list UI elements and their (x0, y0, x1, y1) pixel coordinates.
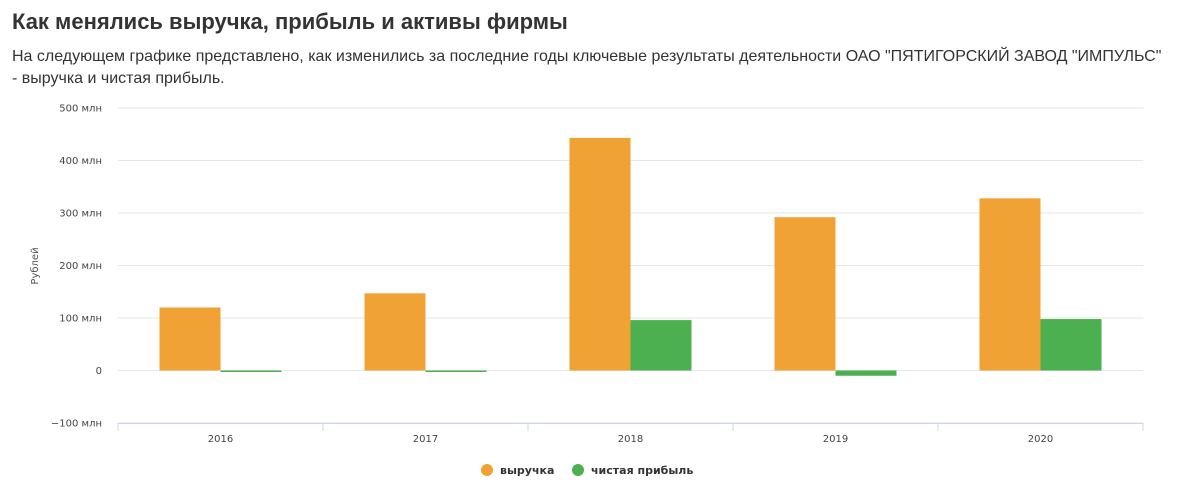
x-tick-label: 2018 (618, 434, 643, 445)
net-profit-bar (1040, 319, 1102, 371)
revenue-bar (979, 198, 1041, 371)
revenue-bar (364, 293, 426, 371)
revenue-bar (569, 137, 631, 371)
y-tick-label: 300 млн (59, 209, 102, 220)
x-tick-label: 2020 (1028, 434, 1053, 445)
legend-item-net-profit[interactable]: чистая прибыль (572, 464, 693, 477)
y-tick-label: −100 млн (51, 419, 102, 430)
legend-item-revenue[interactable]: выручка (481, 464, 554, 477)
y-tick-label: 200 млн (59, 261, 102, 272)
legend-marker-net-profit (572, 464, 584, 476)
page-title: Как менялись выручка, прибыль и активы ф… (12, 9, 568, 34)
y-axis-title: Рублей (30, 247, 41, 284)
net-profit-bar (630, 320, 692, 371)
y-tick-label: 100 млн (59, 314, 102, 325)
net-profit-bar (425, 370, 487, 372)
legend-label: чистая прибыль (591, 464, 693, 477)
net-profit-bar (220, 370, 282, 372)
x-tick-label: 2019 (823, 434, 848, 445)
x-tick-label: 2017 (413, 434, 438, 445)
x-tick-label: 2016 (208, 434, 233, 445)
revenue-bar (774, 217, 836, 371)
net-profit-bar (835, 370, 897, 376)
y-tick-label: 0 (96, 366, 102, 377)
y-tick-label: 500 млн (59, 104, 102, 115)
revenue-profit-chart: 500 млн 400 млн 300 млн 200 млн 100 млн 0 −100… (30, 104, 1144, 477)
page-subtitle: На следующем графике представлено, как и… (12, 48, 1162, 87)
legend-label: выручка (500, 464, 554, 477)
y-tick-label: 400 млн (59, 156, 102, 167)
legend-marker-revenue (481, 464, 493, 476)
revenue-bar (159, 307, 221, 371)
